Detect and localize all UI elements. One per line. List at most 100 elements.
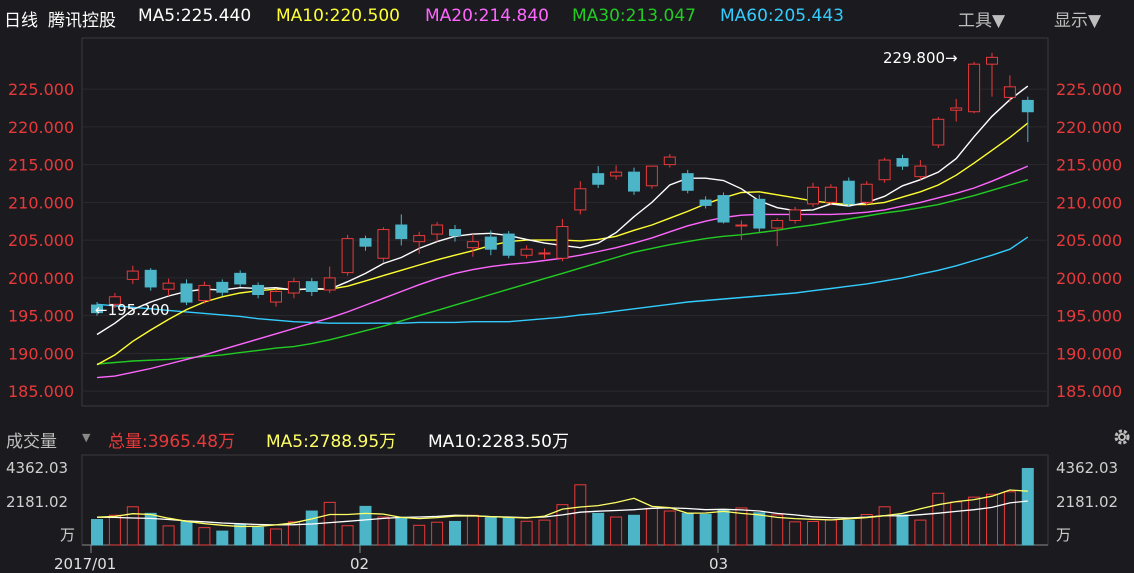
- candlestick[interactable]: [681, 169, 694, 194]
- display-menu[interactable]: 显示▼: [1054, 11, 1102, 31]
- candlestick[interactable]: [252, 282, 265, 299]
- candlestick[interactable]: [520, 245, 533, 259]
- volume-bar[interactable]: [377, 516, 390, 546]
- candlestick[interactable]: [305, 277, 318, 297]
- volume-bar[interactable]: [824, 519, 837, 546]
- volume-bar[interactable]: [234, 524, 247, 546]
- volume-bar[interactable]: [252, 526, 265, 546]
- volume-bar[interactable]: [735, 507, 748, 546]
- volume-bar[interactable]: [341, 525, 354, 546]
- candlestick[interactable]: [878, 157, 891, 183]
- volume-bar[interactable]: [771, 514, 784, 546]
- volume-bar[interactable]: [878, 506, 891, 546]
- volume-bar[interactable]: [413, 524, 426, 546]
- gear-icon[interactable]: [1114, 429, 1130, 445]
- candlestick[interactable]: [592, 166, 605, 189]
- candlestick[interactable]: [108, 292, 121, 309]
- volume-bar[interactable]: [914, 519, 927, 546]
- volume-bar[interactable]: [1021, 467, 1034, 546]
- candlestick[interactable]: [860, 181, 873, 206]
- candlestick[interactable]: [914, 160, 927, 180]
- volume-bar[interactable]: [663, 510, 676, 546]
- volume-bar[interactable]: [592, 512, 605, 546]
- tools-menu[interactable]: 工具▼: [958, 11, 1006, 31]
- candlestick[interactable]: [144, 268, 157, 291]
- candlestick[interactable]: [968, 61, 981, 114]
- candlestick[interactable]: [341, 234, 354, 276]
- candlestick[interactable]: [449, 225, 461, 242]
- candlestick[interactable]: [287, 277, 300, 299]
- candlestick[interactable]: [1021, 96, 1034, 142]
- candlestick[interactable]: [234, 270, 247, 287]
- volume-bar[interactable]: [807, 520, 819, 546]
- volume-bar[interactable]: [323, 501, 336, 546]
- candlestick[interactable]: [466, 234, 479, 257]
- volume-bar[interactable]: [574, 484, 587, 546]
- volume-bar[interactable]: [305, 510, 318, 546]
- volume-bar[interactable]: [896, 514, 909, 546]
- volume-bar[interactable]: [681, 512, 694, 546]
- volume-bar[interactable]: [108, 514, 121, 546]
- candlestick[interactable]: [771, 218, 784, 247]
- candlestick[interactable]: [377, 227, 390, 263]
- candlestick[interactable]: [986, 52, 998, 97]
- volume-bar[interactable]: [395, 517, 408, 546]
- candlestick[interactable]: [431, 222, 444, 242]
- candlestick[interactable]: [91, 302, 103, 316]
- candlestick[interactable]: [1003, 75, 1016, 102]
- volume-bar[interactable]: [466, 514, 479, 546]
- candlestick[interactable]: [556, 218, 569, 262]
- volume-bar[interactable]: [610, 516, 623, 546]
- candlestick[interactable]: [198, 281, 211, 304]
- volume-bar[interactable]: [449, 520, 461, 546]
- candlestick[interactable]: [932, 117, 945, 148]
- candlestick[interactable]: [807, 182, 819, 207]
- volume-bar[interactable]: [753, 512, 766, 546]
- volume-bar[interactable]: [860, 514, 873, 546]
- volume-bar[interactable]: [628, 514, 640, 546]
- volume-bar[interactable]: [484, 517, 497, 546]
- candlestick[interactable]: [610, 165, 623, 180]
- volume-bar[interactable]: [198, 527, 211, 546]
- candlestick[interactable]: [359, 235, 372, 251]
- candlestick[interactable]: [180, 279, 193, 306]
- volume-bar[interactable]: [986, 493, 998, 546]
- volume-bar[interactable]: [502, 517, 515, 546]
- candlestick[interactable]: [735, 220, 748, 241]
- volume-bar[interactable]: [842, 519, 855, 546]
- volume-dropdown-icon[interactable]: ▼: [82, 431, 91, 444]
- volume-bar[interactable]: [932, 492, 945, 546]
- volume-bar[interactable]: [126, 506, 139, 546]
- volume-bar[interactable]: [699, 513, 712, 546]
- candlestick[interactable]: [323, 266, 336, 293]
- candlestick[interactable]: [270, 288, 282, 307]
- volume-bar[interactable]: [216, 530, 229, 546]
- volume-bar[interactable]: [717, 509, 730, 546]
- volume-bar[interactable]: [144, 512, 157, 546]
- candlestick[interactable]: [162, 278, 175, 297]
- volume-bar[interactable]: [287, 521, 300, 546]
- candlestick[interactable]: [126, 265, 139, 284]
- candlestick[interactable]: [645, 165, 658, 189]
- candlestick[interactable]: [789, 206, 802, 224]
- candlestick[interactable]: [753, 194, 766, 232]
- volume-bar[interactable]: [162, 525, 175, 546]
- volume-bar[interactable]: [538, 519, 551, 546]
- candlestick[interactable]: [395, 214, 408, 246]
- volume-bar[interactable]: [91, 519, 103, 546]
- candlestick[interactable]: [216, 279, 229, 297]
- candlestick[interactable]: [842, 177, 855, 207]
- volume-bar[interactable]: [950, 501, 963, 546]
- candlestick[interactable]: [699, 196, 712, 209]
- candlestick[interactable]: [950, 98, 963, 122]
- volume-bar[interactable]: [645, 507, 658, 546]
- volume-bar[interactable]: [431, 521, 444, 546]
- candlestick[interactable]: [663, 154, 676, 168]
- candlestick[interactable]: [538, 248, 551, 260]
- volume-bar[interactable]: [520, 520, 533, 546]
- volume-bar[interactable]: [556, 504, 569, 546]
- candlestick[interactable]: [824, 184, 837, 206]
- candlestick[interactable]: [717, 192, 730, 224]
- volume-bar[interactable]: [180, 521, 193, 546]
